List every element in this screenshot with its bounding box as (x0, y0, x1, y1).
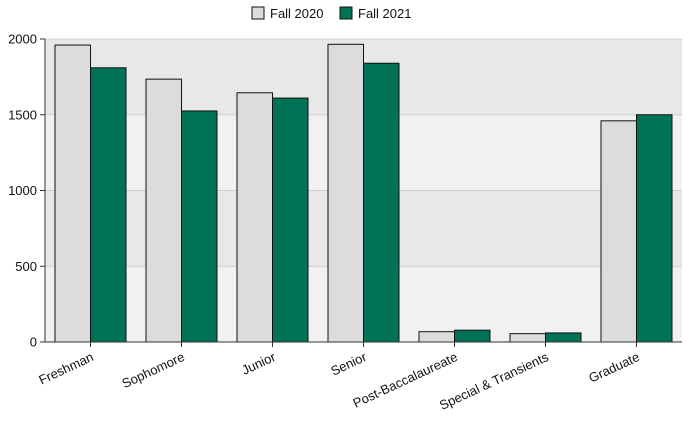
bar (90, 67, 127, 343)
bar (327, 43, 364, 343)
legend: Fall 2020 Fall 2021 (251, 6, 411, 21)
y-tick-label: 1000 (8, 183, 37, 198)
bars (54, 43, 673, 343)
y-tick-label: 2000 (8, 32, 37, 47)
x-tick-label: Sophomore (120, 349, 187, 391)
x-tick-label: Graduate (586, 349, 641, 386)
x-tick-label: Freshman (36, 349, 95, 387)
legend-label: Fall 2020 (270, 6, 323, 21)
y-tick-label: 500 (15, 259, 37, 274)
bar (145, 78, 182, 343)
x-tick-label: Junior (239, 349, 278, 378)
bar (418, 331, 455, 343)
bar (545, 332, 582, 343)
bar (272, 97, 309, 343)
y-axis-ticks: 0 500 1000 1500 2000 (8, 32, 45, 350)
y-tick-label: 1500 (8, 107, 37, 122)
bar (636, 114, 673, 343)
bar (181, 110, 218, 343)
legend-swatch (339, 6, 353, 20)
x-tick-label: Senior (328, 349, 369, 379)
bar (236, 92, 273, 343)
x-axis-labels: Freshman Sophomore Junior SeniorPost-Baccal… (36, 342, 642, 413)
y-tick-label: 0 (30, 335, 37, 350)
bar (454, 329, 491, 343)
bar (54, 44, 91, 343)
legend-swatch (251, 6, 265, 20)
bar (509, 333, 546, 343)
legend-label: Fall 2021 (358, 6, 411, 21)
bar (363, 62, 400, 343)
bar (600, 120, 637, 343)
